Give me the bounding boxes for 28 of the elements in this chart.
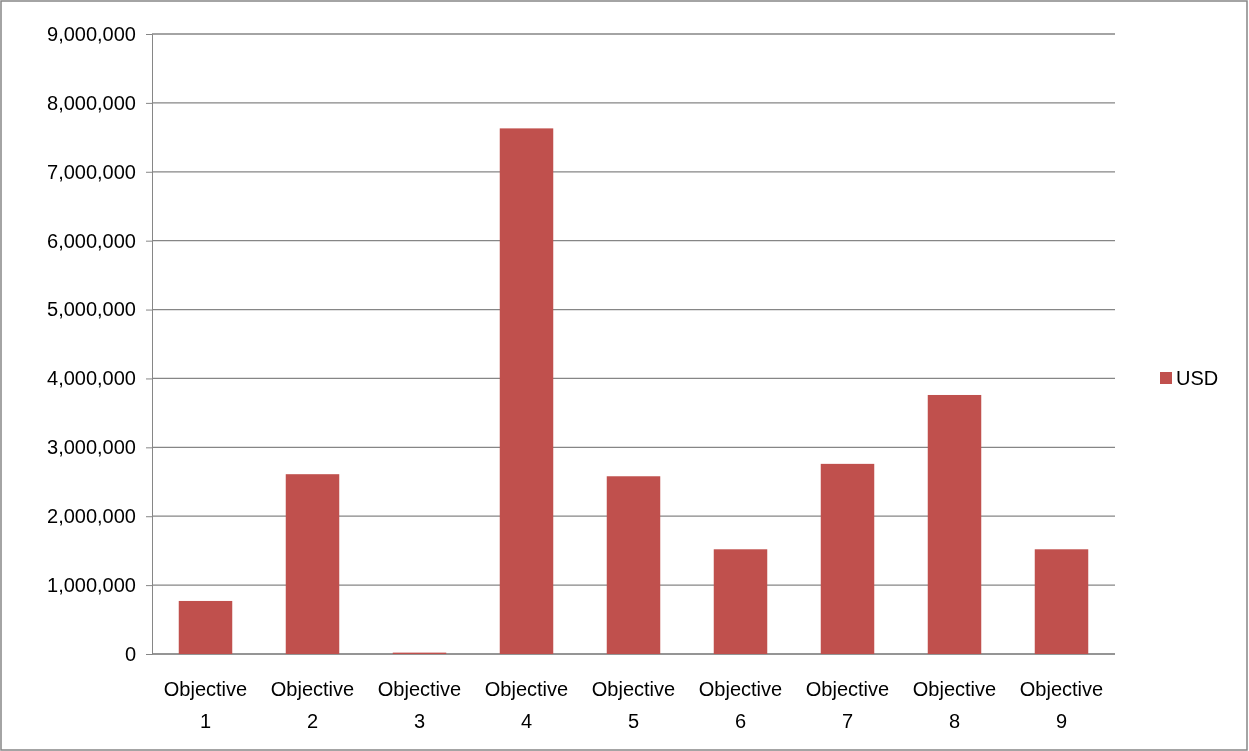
x-tick-label: Objective 6: [698, 678, 783, 732]
bar: [606, 476, 661, 654]
bar: [820, 463, 875, 654]
x-tick-label: Objective 4: [484, 678, 569, 732]
bar: [1034, 549, 1089, 654]
y-tick-label: 2,000,000: [47, 505, 136, 528]
y-tick-label: 4,000,000: [47, 367, 136, 390]
x-tick-label: Objective 8: [912, 678, 997, 732]
y-tick-label: 8,000,000: [47, 91, 136, 114]
bar: [499, 128, 554, 654]
x-tick-label: Objective 7: [805, 678, 890, 732]
y-tick-label: 9,000,000: [47, 22, 136, 45]
y-tick-label: 6,000,000: [47, 229, 136, 252]
y-tick-label: 7,000,000: [47, 160, 136, 183]
x-tick-label: Objective 2: [270, 678, 355, 732]
legend-label: USD: [1176, 367, 1219, 389]
x-tick-label: Objective 1: [163, 678, 248, 732]
y-tick-label: 3,000,000: [47, 436, 136, 459]
bar: [285, 474, 340, 654]
x-tick-label: Objective 3: [377, 678, 462, 732]
x-tick-label: Objective 5: [591, 678, 676, 732]
y-tick-label: 1,000,000: [47, 574, 136, 597]
bar: [178, 600, 233, 654]
bar: [713, 549, 768, 654]
y-tick-label: 5,000,000: [47, 298, 136, 321]
y-tick-label: 0: [124, 642, 136, 665]
x-tick-label: Objective 9: [1019, 678, 1104, 732]
bar: [927, 394, 982, 654]
